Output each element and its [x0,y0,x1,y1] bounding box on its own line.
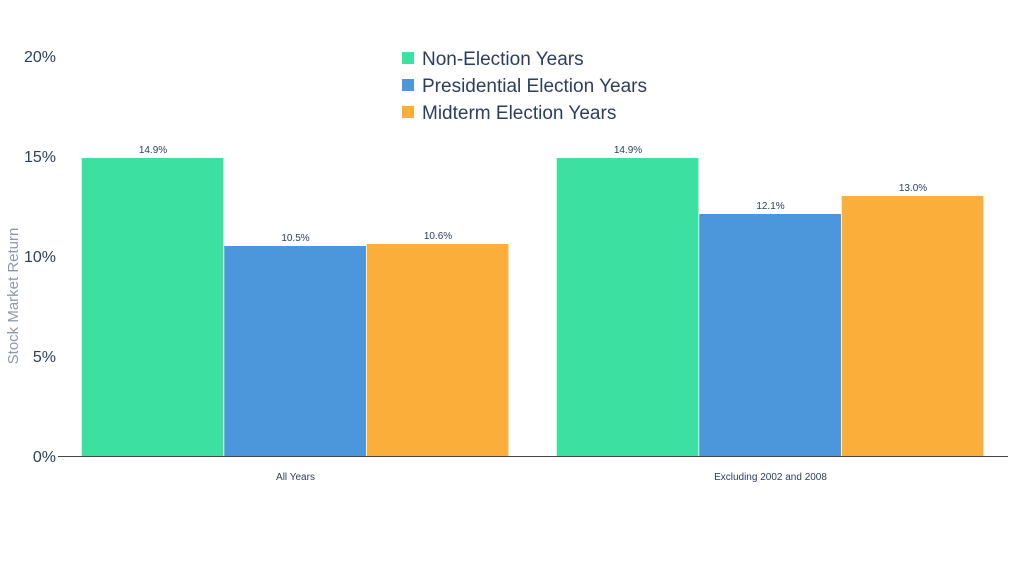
data-label-midterm-election-years-all-years: 10.6% [424,231,452,242]
bar-midterm-election-years-all-years [366,244,509,456]
data-label-non-election-years-excluding-2002-and-2008: 14.9% [614,145,642,156]
y-tick-label-5: 5% [33,349,56,366]
x-tick-label-excluding-2002-and-2008: Excluding 2002 and 2008 [714,472,827,483]
bar-non-election-years-excluding-2002-and-2008 [556,158,699,456]
data-label-non-election-years-all-years: 14.9% [139,145,167,156]
bar-midterm-election-years-excluding-2002-and-2008 [841,196,984,456]
bar-presidential-election-years-all-years [224,246,366,456]
legend-label-midterm-election-years: Midterm Election Years [422,103,616,124]
data-label-presidential-election-years-excluding-2002-and-2008: 12.1% [756,201,784,212]
legend-swatch-non-election-years [402,52,414,64]
data-label-midterm-election-years-excluding-2002-and-2008: 13.0% [899,183,927,194]
bars: 14.9% 14.9% 10.5% 12.1% 10.6% 13.0% [81,145,984,456]
y-tick-label-15: 15% [24,149,56,166]
x-axis: All Years Excluding 2002 and 2008 [58,456,1008,483]
y-axis-title: Stock Market Return [5,228,22,365]
legend-label-non-election-years: Non-Election Years [422,49,584,70]
legend-swatch-midterm-election-years [402,106,414,118]
legend: Non-Election Years Presidential Election … [402,49,647,124]
legend-swatch-presidential-election-years [402,79,414,91]
data-label-presidential-election-years-all-years: 10.5% [281,233,309,244]
y-axis: 0% 5% 10% 15% 20% [24,49,56,466]
x-tick-label-all-years: All Years [276,472,315,483]
bar-non-election-years-all-years [81,158,224,456]
bar-presidential-election-years-excluding-2002-and-2008 [699,214,841,456]
y-tick-label-10: 10% [24,249,56,266]
y-tick-label-20: 20% [24,49,56,66]
legend-label-presidential-election-years: Presidential Election Years [422,76,647,97]
y-tick-label-0: 0% [33,449,56,466]
